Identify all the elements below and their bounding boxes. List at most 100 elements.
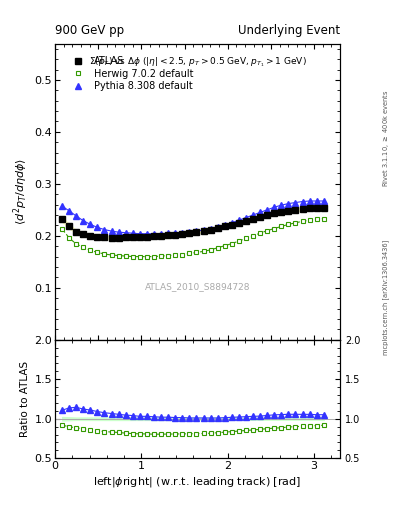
Line: Herwig 7.0.2 default: Herwig 7.0.2 default [60,216,326,259]
Herwig 7.0.2 default [215,245,220,251]
Pythia 8.308 default [222,222,227,228]
ATLAS [173,232,178,238]
Herwig 7.0.2 default [187,250,192,257]
ATLAS [321,205,326,211]
Herwig 7.0.2 default [251,233,255,239]
ATLAS [138,234,142,240]
Herwig 7.0.2 default [95,249,100,255]
Line: ATLAS: ATLAS [59,205,327,241]
Herwig 7.0.2 default [286,221,291,227]
ATLAS [265,212,270,218]
ATLAS [166,232,171,239]
Herwig 7.0.2 default [81,244,86,250]
ATLAS [81,231,86,237]
ATLAS [201,228,206,234]
Herwig 7.0.2 default [300,218,305,224]
Pythia 8.308 default [237,217,241,223]
Herwig 7.0.2 default [138,253,142,260]
Pythia 8.308 default [265,207,270,213]
Herwig 7.0.2 default [166,252,171,259]
ATLAS [314,205,319,211]
Pythia 8.308 default [138,231,142,237]
Pythia 8.308 default [159,231,163,237]
Herwig 7.0.2 default [74,241,79,247]
Herwig 7.0.2 default [173,252,178,258]
ATLAS [88,233,93,239]
ATLAS [130,234,135,241]
Herwig 7.0.2 default [194,249,199,255]
Pythia 8.308 default [81,218,86,224]
Pythia 8.308 default [74,213,79,219]
ATLAS [300,206,305,212]
ATLAS [152,233,156,240]
Pythia 8.308 default [230,220,234,226]
Herwig 7.0.2 default [123,253,128,259]
Pythia 8.308 default [258,209,263,216]
Pythia 8.308 default [272,204,277,210]
ATLAS [272,210,277,217]
ATLAS [251,216,255,222]
Pythia 8.308 default [145,231,149,237]
Herwig 7.0.2 default [201,248,206,254]
Herwig 7.0.2 default [180,251,185,258]
ATLAS [244,218,248,224]
Pythia 8.308 default [152,231,156,237]
ATLAS [279,209,284,215]
Y-axis label: Ratio to ATLAS: Ratio to ATLAS [20,361,30,437]
Pythia 8.308 default [180,229,185,236]
Text: mcplots.cern.ch [arXiv:1306.3436]: mcplots.cern.ch [arXiv:1306.3436] [382,239,389,355]
Pythia 8.308 default [109,228,114,234]
ATLAS [74,228,79,234]
Pythia 8.308 default [116,229,121,235]
Text: Rivet 3.1.10, $\geq$ 400k events: Rivet 3.1.10, $\geq$ 400k events [381,90,391,187]
ATLAS [208,226,213,232]
Herwig 7.0.2 default [279,223,284,229]
ATLAS [180,231,185,238]
ATLAS [293,207,298,213]
Text: $\Sigma(p_T)$ vs $\Delta\phi$ ($|\eta| < 2.5$, $p_T > 0.5$ GeV, $p_{T_1} > 1$ Ge: $\Sigma(p_T)$ vs $\Delta\phi$ ($|\eta| <… [88,55,307,69]
Herwig 7.0.2 default [265,227,270,233]
Herwig 7.0.2 default [159,253,163,259]
Pythia 8.308 default [67,208,72,214]
Text: 900 GeV pp: 900 GeV pp [55,24,124,37]
Pythia 8.308 default [187,229,192,235]
Legend: ATLAS, Herwig 7.0.2 default, Pythia 8.308 default: ATLAS, Herwig 7.0.2 default, Pythia 8.30… [66,54,195,93]
Pythia 8.308 default [60,203,64,209]
Pythia 8.308 default [293,200,298,206]
ATLAS [230,222,234,228]
X-axis label: left$|\phi$right$|$ (w.r.t. leading track) [rad]: left$|\phi$right$|$ (w.r.t. leading trac… [94,475,301,489]
Herwig 7.0.2 default [130,253,135,260]
Pythia 8.308 default [201,227,206,233]
Pythia 8.308 default [307,198,312,204]
Pythia 8.308 default [102,226,107,232]
Herwig 7.0.2 default [321,216,326,222]
ATLAS [187,230,192,236]
ATLAS [215,225,220,231]
Pythia 8.308 default [321,198,326,204]
Pythia 8.308 default [286,201,291,207]
Pythia 8.308 default [166,230,171,236]
ATLAS [194,229,199,235]
Herwig 7.0.2 default [145,253,149,260]
Pythia 8.308 default [194,228,199,234]
Herwig 7.0.2 default [109,252,114,258]
Line: Pythia 8.308 default: Pythia 8.308 default [59,198,327,237]
ATLAS [109,235,114,241]
Pythia 8.308 default [130,230,135,236]
Herwig 7.0.2 default [307,217,312,223]
ATLAS [307,205,312,211]
ATLAS [67,223,72,229]
Pythia 8.308 default [208,225,213,231]
Y-axis label: $\langle d^2 p_T / d\eta d\phi \rangle$: $\langle d^2 p_T / d\eta d\phi \rangle$ [12,158,30,225]
ATLAS [145,234,149,240]
Herwig 7.0.2 default [244,236,248,242]
ATLAS [123,234,128,241]
Pythia 8.308 default [88,221,93,227]
Pythia 8.308 default [173,230,178,236]
Herwig 7.0.2 default [208,247,213,253]
ATLAS [286,208,291,214]
Pythia 8.308 default [251,212,255,218]
Herwig 7.0.2 default [152,253,156,260]
ATLAS [116,235,121,241]
Pythia 8.308 default [244,215,248,221]
